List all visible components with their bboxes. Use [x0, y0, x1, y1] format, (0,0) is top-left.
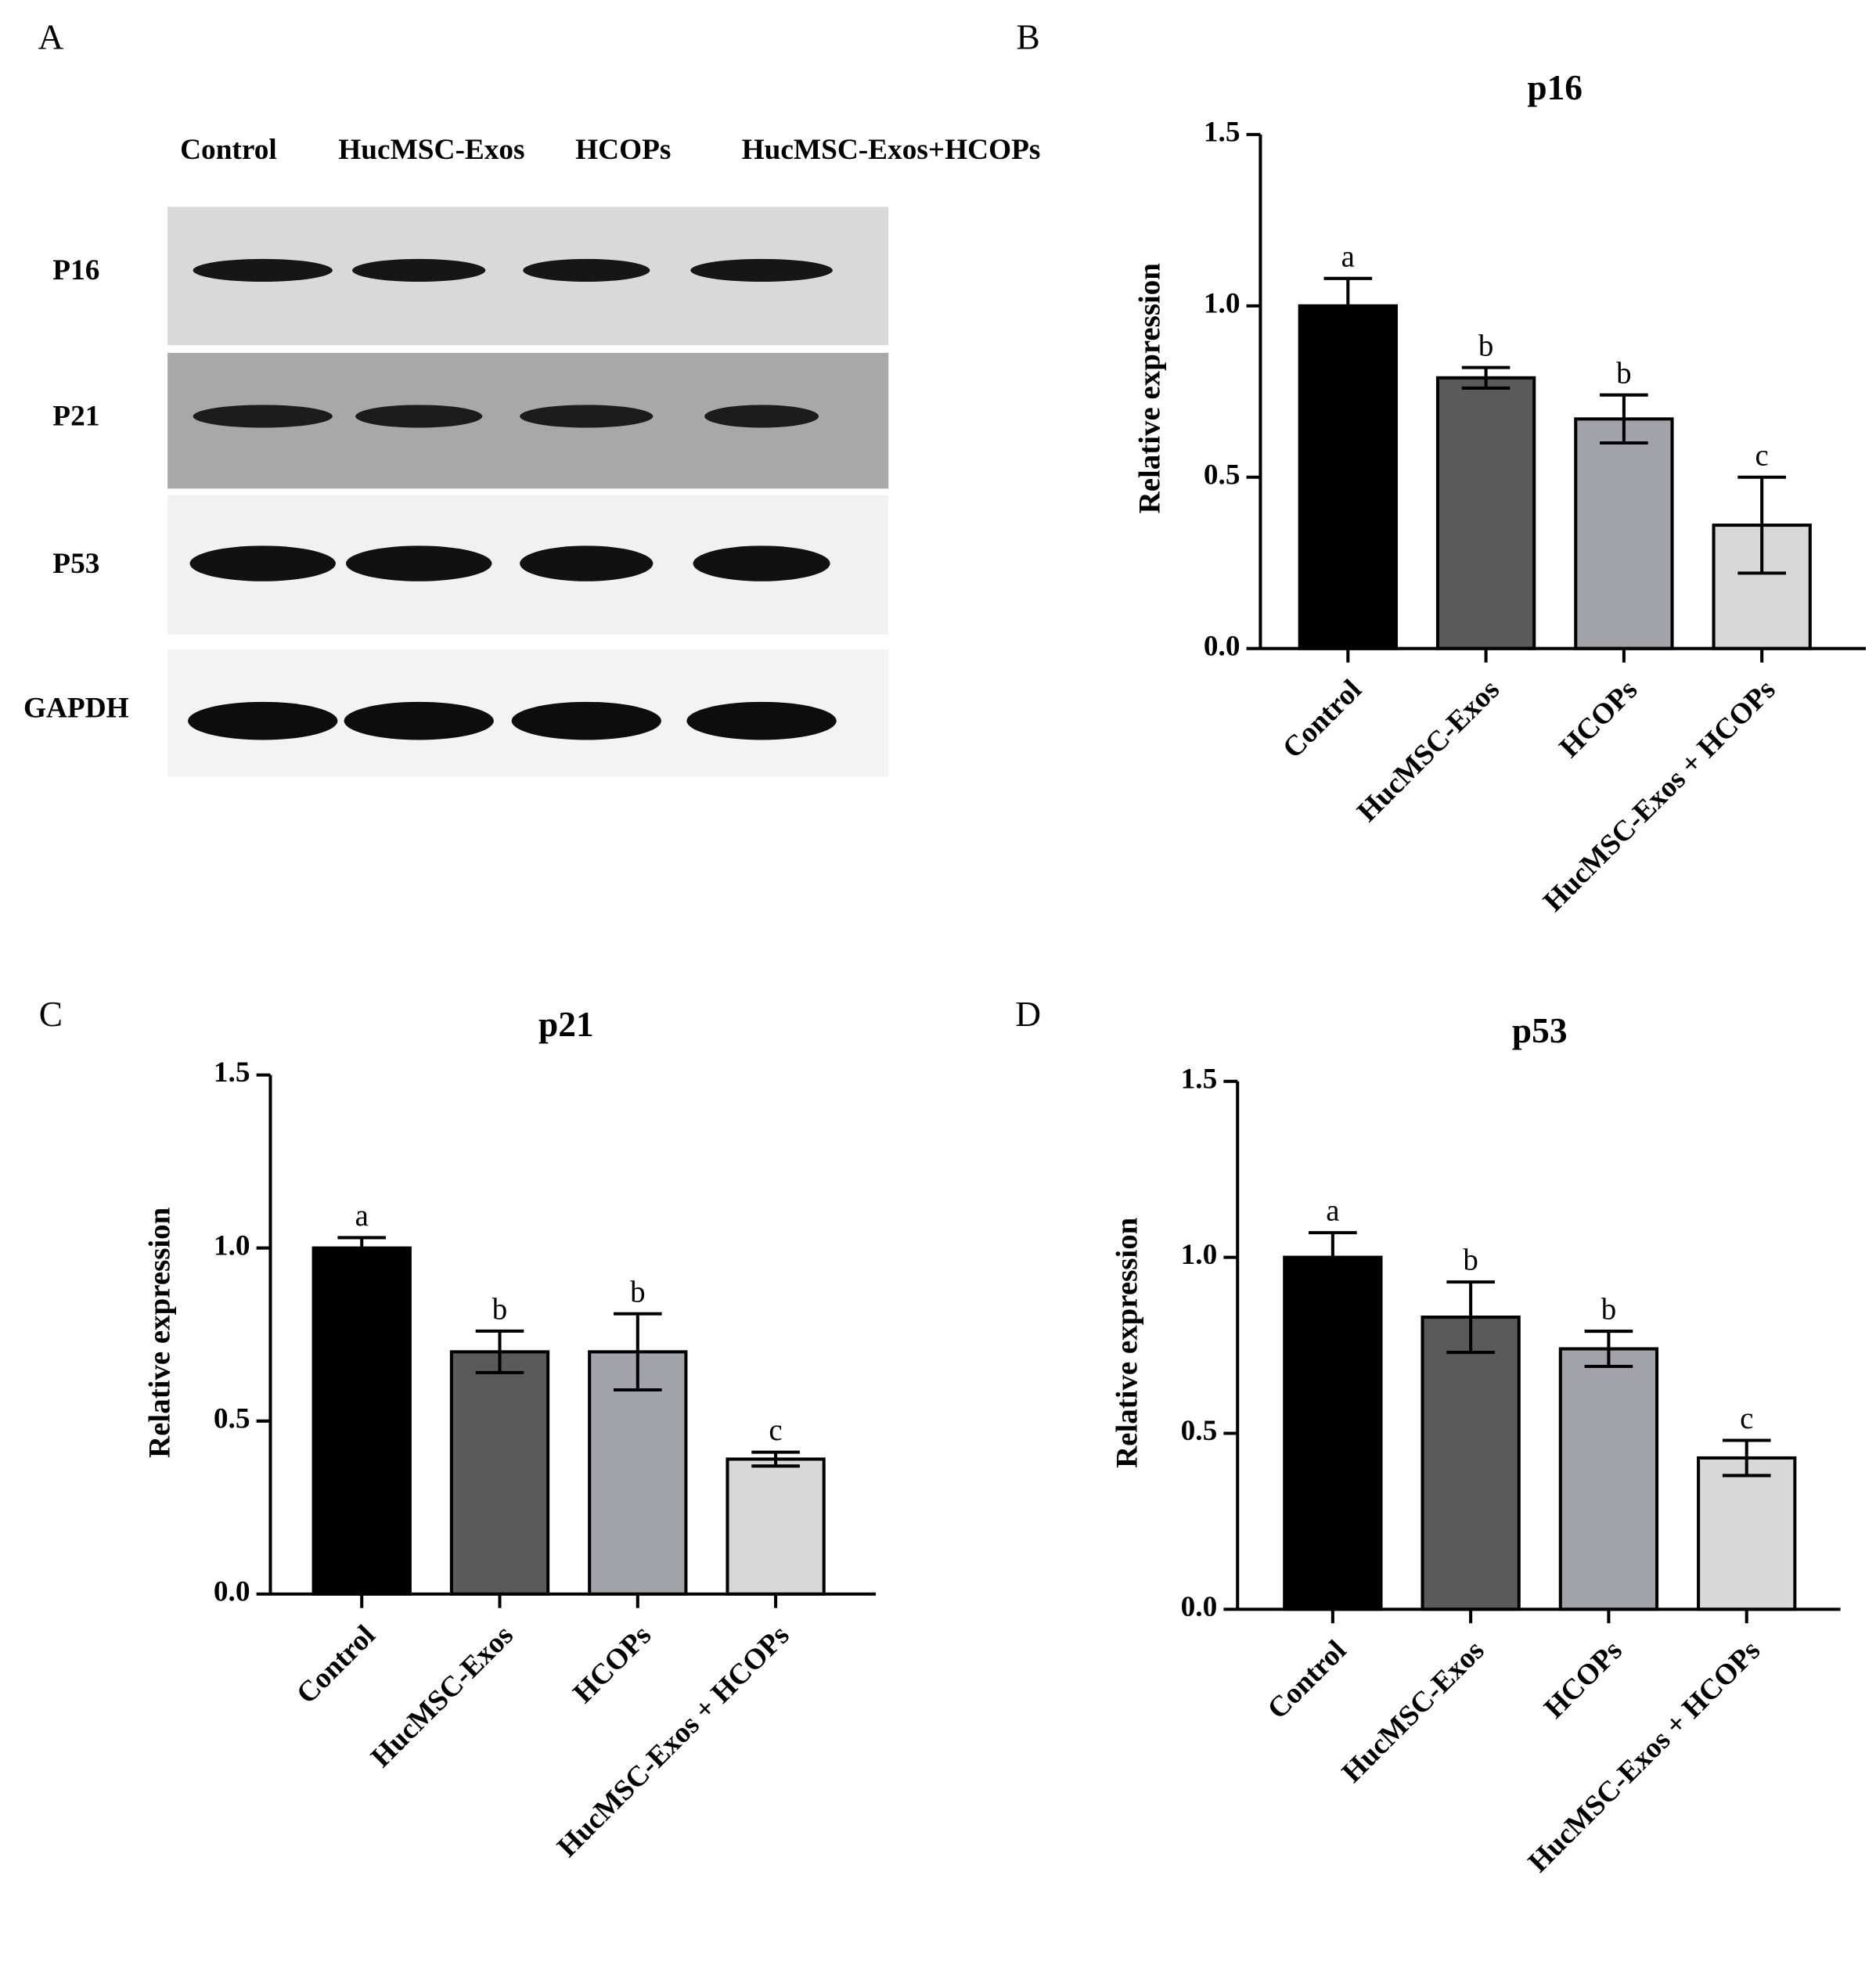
significance-letter: a	[355, 1199, 369, 1233]
panel-label: C	[39, 995, 63, 1034]
x-tick-label: HCOPs	[1554, 674, 1644, 764]
bar	[726, 1457, 826, 1596]
significance-letter: c	[1740, 1402, 1753, 1435]
x-tick-label: HucMSC-Exos	[365, 1619, 519, 1773]
x-tick-label: HucMSC-Exos	[1336, 1634, 1490, 1788]
bar	[1558, 1347, 1659, 1611]
blot-band	[188, 701, 338, 740]
lane-label: Control	[180, 134, 277, 166]
y-tick-label: 0.5	[214, 1402, 250, 1434]
lane-label: HucMSC-Exos	[338, 134, 524, 166]
protein-label: P21	[52, 401, 99, 433]
significance-letter: b	[630, 1275, 645, 1308]
significance-letter: b	[1478, 329, 1493, 362]
significance-letter: b	[1616, 356, 1631, 390]
y-tick-label: 1.5	[214, 1056, 250, 1089]
bar	[449, 1350, 550, 1596]
y-tick-label: 1.0	[214, 1229, 250, 1262]
y-tick-label: 1.5	[1181, 1063, 1218, 1095]
y-tick-label: 1.5	[1204, 116, 1240, 148]
x-tick-label: HucMSC-Exos + HCOPs	[1522, 1634, 1766, 1878]
chart-title: p21	[538, 1005, 594, 1044]
bar	[588, 1350, 688, 1596]
blot-band	[355, 405, 483, 428]
bar	[1697, 1456, 1797, 1611]
bar	[1283, 1255, 1383, 1611]
significance-letter: b	[1601, 1293, 1616, 1326]
bar	[1435, 376, 1536, 650]
lane-label: HucMSC-Exos+HCOPs	[742, 134, 1041, 166]
blot-band	[693, 545, 830, 581]
chart-title: p53	[1512, 1011, 1568, 1050]
x-tick-label: Control	[1262, 1634, 1352, 1725]
x-tick-label: Control	[1276, 674, 1367, 765]
x-tick-label: HucMSC-Exos + HCOPs	[551, 1619, 795, 1863]
panel-label: A	[38, 17, 64, 56]
blot-band	[704, 405, 819, 428]
y-tick-label: 1.0	[1181, 1239, 1218, 1271]
lane-label: HCOPs	[575, 134, 671, 166]
chart-title: p16	[1527, 68, 1583, 107]
blot-band	[520, 405, 654, 428]
bar	[1421, 1316, 1521, 1611]
significance-letter: c	[1755, 438, 1769, 472]
significance-letter: c	[769, 1413, 782, 1447]
bar	[1574, 417, 1674, 650]
x-tick-label: HucMSC-Exos + HCOPs	[1537, 674, 1781, 918]
blot-band	[352, 258, 486, 283]
blot-band	[345, 545, 492, 581]
blot-band	[523, 258, 650, 283]
blot-band	[193, 258, 333, 283]
x-tick-label: HCOPs	[567, 1619, 657, 1709]
y-tick-label: 0.5	[1204, 459, 1240, 491]
significance-letter: a	[1326, 1194, 1339, 1228]
protein-label: P53	[52, 548, 99, 580]
panel-label: B	[1017, 17, 1040, 56]
y-tick-label: 1.0	[1204, 287, 1240, 319]
x-tick-label: HCOPs	[1538, 1634, 1628, 1724]
significance-letter: a	[1341, 239, 1355, 273]
significance-letter: b	[1463, 1244, 1478, 1277]
y-axis-label: Relative expression	[1110, 1217, 1143, 1468]
panel-label: D	[1015, 995, 1041, 1034]
y-axis-label: Relative expression	[143, 1207, 177, 1458]
significance-letter: b	[492, 1292, 507, 1326]
bar	[311, 1246, 412, 1596]
blot-band	[690, 258, 833, 283]
protein-label: P16	[52, 254, 99, 286]
blot-band	[686, 701, 837, 740]
y-tick-label: 0.5	[1181, 1415, 1218, 1447]
x-tick-label: HucMSC-Exos	[1352, 674, 1506, 828]
blot-band	[520, 545, 654, 581]
y-tick-label: 0.0	[1181, 1591, 1218, 1623]
y-tick-label: 0.0	[214, 1575, 250, 1607]
bar	[1298, 304, 1398, 650]
y-tick-label: 0.0	[1204, 630, 1240, 662]
blot-band	[511, 701, 661, 740]
blot-band	[189, 545, 336, 581]
x-tick-label: Control	[290, 1619, 381, 1710]
y-axis-label: Relative expression	[1133, 263, 1167, 514]
blot-band	[344, 701, 494, 740]
protein-label: GAPDH	[23, 693, 129, 725]
blot-band	[193, 405, 333, 428]
